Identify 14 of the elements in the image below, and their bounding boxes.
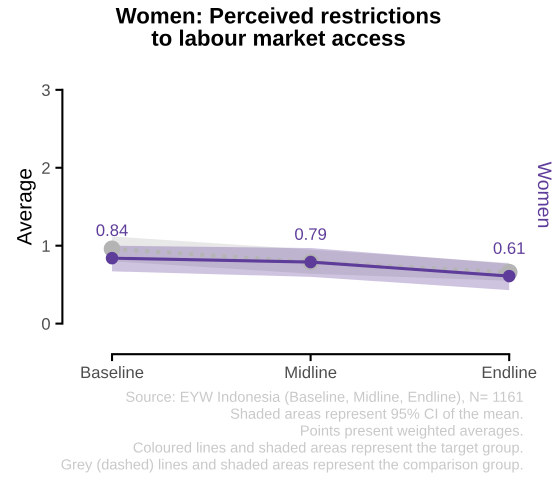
y-tick-label: 1 [42,240,50,252]
chart-title: Women: Perceived restrictions to labour market access [116,7,440,46]
x-tick-label: Baseline [81,366,144,378]
point [106,252,118,264]
x-tick-label: Endline [482,366,536,378]
text: Women [538,162,552,228]
data-label: 0.79 [295,228,326,240]
y-tick-label: 2 [42,162,50,174]
y-tick-label: 3 [42,84,50,96]
data-label: 0.61 [494,242,525,254]
y-axis-title: Average [17,169,36,246]
x-tick-label: Midline [286,366,336,378]
y-tick-label: 0 [42,318,50,330]
data-label: 0.84 [96,224,128,236]
